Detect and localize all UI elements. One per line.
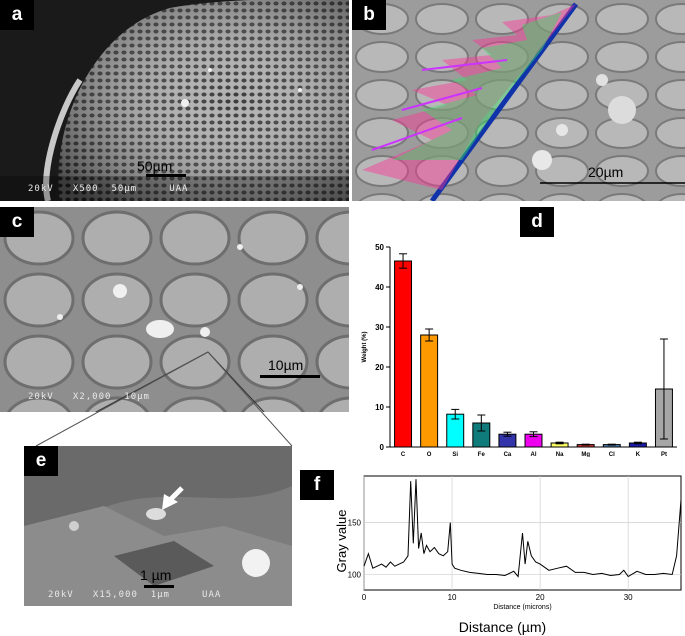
scale-label-a: 50µm (137, 158, 173, 174)
scale-label-e: 1 µm (140, 567, 172, 583)
scale-label-c: 10µm (268, 357, 304, 373)
x-tick-label: Al (531, 452, 537, 457)
y-tick-label: 50 (375, 243, 384, 252)
element-weight-bar-chart: 0 10 20 30 40 50 Weight (%) C O Si Fe Ca Al Na Mg Cl K Pt (362, 243, 677, 457)
gray-value-series (363, 479, 682, 578)
panel-e: e 1 µm 20kV X15,000 1µm UAA (24, 446, 292, 606)
x-tick-label: Na (556, 452, 564, 457)
panel-c: c 10µm 20kV X2,000 10µm (0, 207, 349, 412)
sem-footer-c: 20kV X2,000 10µm (28, 392, 150, 402)
x-tick-label: Ca (504, 452, 512, 457)
x-tick-label: 30 (624, 593, 633, 602)
x-tick-label: 0 (362, 593, 367, 602)
sem-image-b (352, 0, 685, 201)
x-tick-label: Pt (661, 452, 667, 457)
panel-d: d 0 10 20 30 40 50 Weight (%) C O Si Fe Ca Al Na Mg Cl K… (352, 207, 685, 457)
sem-image-c (0, 207, 349, 412)
scale-bar-c (260, 375, 320, 378)
panel-label-b: b (352, 0, 386, 30)
y-tick-label: 40 (375, 283, 384, 292)
x-tick-label: Fe (478, 452, 486, 457)
x-tick-label: 20 (536, 593, 545, 602)
scale-label-b: 20µm (588, 164, 624, 180)
panel-label-c: c (0, 207, 34, 237)
x-tick-label: Si (452, 452, 458, 457)
x-tick-label: C (401, 452, 406, 457)
bar-O (420, 334, 439, 448)
x-tick-label: 10 (448, 593, 457, 602)
y-tick-label: 150 (348, 519, 362, 528)
panel-label-d: d (520, 207, 554, 237)
panel-label-e: e (24, 446, 58, 476)
chart-caption: Distance (µm) (459, 619, 546, 635)
y-tick-label: 100 (348, 570, 362, 579)
x-tick-label: O (427, 452, 432, 457)
x-tick-label: K (636, 452, 641, 457)
y-tick-label: 0 (380, 443, 385, 452)
panel-f: f 0 10 20 30 100 150 Distance (microns) Gray va… (300, 470, 685, 636)
x-axis-label: Distance (microns) (493, 604, 551, 611)
panel-a: a 50µm 20kV X500 50µm UAA (0, 0, 349, 201)
y-axis-label: Gray value (334, 510, 349, 573)
y-tick-label: 20 (375, 363, 384, 372)
x-tick-label: Mg (581, 452, 590, 457)
y-axis-label: Weight (%) (362, 332, 368, 363)
sem-footer-e: 20kV X15,000 1µm UAA (48, 590, 222, 600)
sem-footer-a: 20kV X500 50µm UAA (28, 184, 189, 194)
x-tick-label: Cl (609, 452, 615, 457)
sem-image-e (24, 446, 292, 606)
panel-b: b 20µm (352, 0, 685, 201)
y-tick-label: 30 (375, 323, 384, 332)
gray-value-profile-chart: 0 10 20 30 100 150 Distance (microns) Gray valu… (334, 475, 682, 635)
sem-image-a (0, 0, 349, 201)
panel-label-a: a (0, 0, 34, 30)
scale-bar-a (146, 174, 186, 177)
bar-C (394, 260, 413, 448)
panel-label-f: f (300, 470, 334, 500)
scale-bar-e (144, 585, 174, 588)
eds-spectrum-overlay (362, 2, 579, 201)
y-tick-label: 10 (375, 403, 384, 412)
